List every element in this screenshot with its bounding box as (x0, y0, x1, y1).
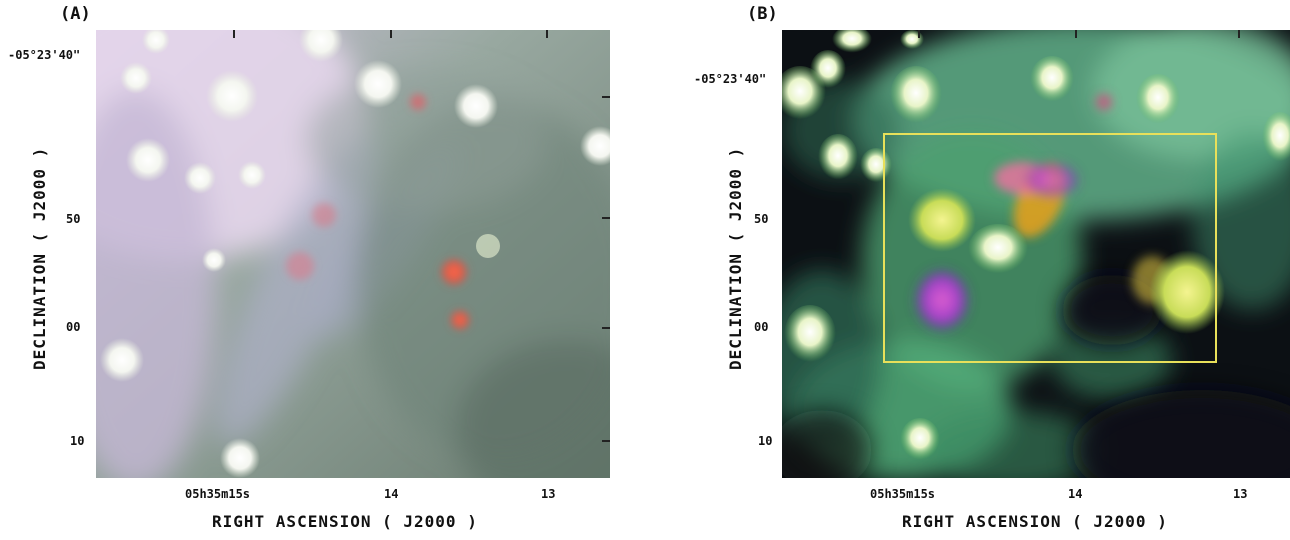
region-box (883, 133, 1217, 363)
panel-a-dec-tick (602, 440, 610, 442)
panel-a-image (96, 30, 610, 478)
panel-a-dec-tick (602, 327, 610, 329)
panel-a-y-axis-title: DECLINATION ( J2000 ) (30, 146, 49, 370)
panel-a-ra-tick (233, 30, 235, 38)
panel-b: (B) (690, 0, 1290, 540)
panel-b-ra-tick (1075, 30, 1077, 38)
panel-a-dec-tick-label: 50 (66, 212, 81, 226)
panel-a-ra-tick-label: 13 (541, 487, 556, 501)
panel-a-letter: (A) (60, 4, 91, 24)
panel-b-dec-tick-label: 10 (758, 434, 773, 448)
panel-b-letter: (B) (747, 4, 778, 24)
panel-a-dec-tick (602, 96, 610, 98)
panel-a-dec-tick-label: -05°23'40" (8, 48, 81, 62)
panel-b-dec-tick-label: 00 (754, 320, 769, 334)
panel-b-ra-tick-label: 14 (1068, 487, 1083, 501)
panel-a-ra-tick-label: 14 (384, 487, 399, 501)
panel-a-ra-tick (546, 30, 548, 38)
panel-b-ra-tick-label: 05h35m15s (870, 487, 936, 501)
panel-b-image (782, 30, 1290, 478)
panel-a-dec-tick-label: 00 (66, 320, 81, 334)
panel-a-x-axis-title: RIGHT ASCENSION ( J2000 ) (212, 512, 478, 531)
panel-b-color-composite (782, 30, 1290, 478)
panel-b-y-axis-title: DECLINATION ( J2000 ) (726, 146, 745, 370)
panel-a-ra-tick (390, 30, 392, 38)
panel-a: (A) (0, 0, 630, 540)
panel-b-dec-tick-label: 50 (754, 212, 769, 226)
panel-b-ra-tick (918, 30, 920, 38)
panel-a-ra-tick-label: 05h35m15s (185, 487, 251, 501)
panel-b-ra-tick-label: 13 (1233, 487, 1248, 501)
panel-a-dec-tick (602, 217, 610, 219)
panel-a-dec-tick-label: 10 (70, 434, 85, 448)
panel-b-x-axis-title: RIGHT ASCENSION ( J2000 ) (902, 512, 1168, 531)
panel-b-dec-tick-label: -05°23'40" (694, 72, 767, 86)
panel-b-ra-tick (1238, 30, 1240, 38)
panel-a-color-composite (96, 30, 610, 478)
